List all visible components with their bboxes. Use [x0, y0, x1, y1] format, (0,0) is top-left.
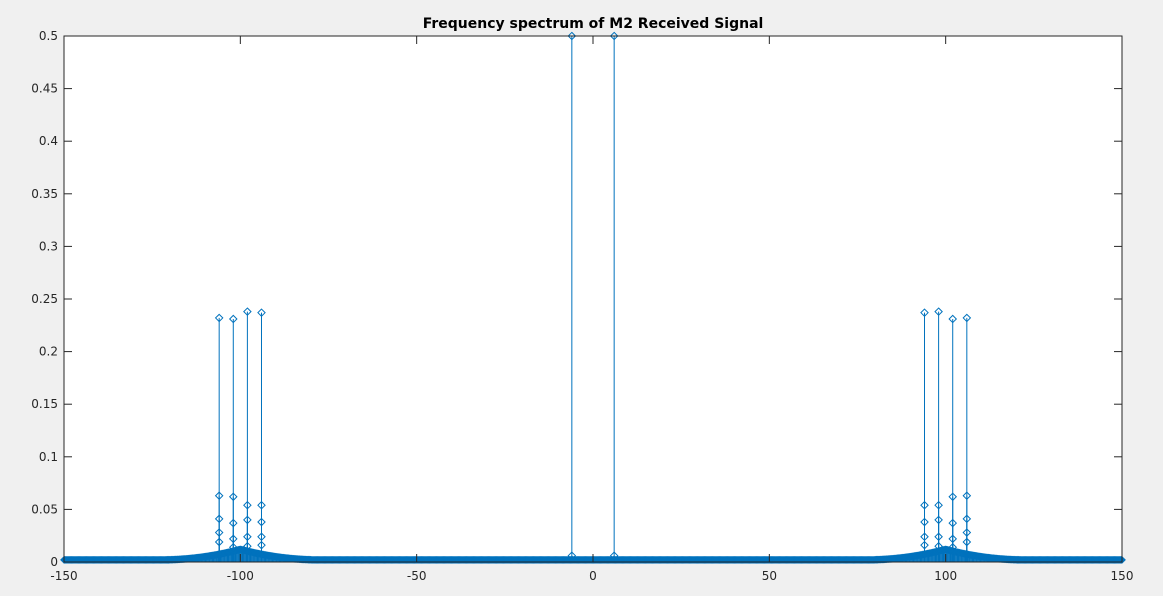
x-tick-label: 100 — [934, 569, 957, 583]
peak-marker — [962, 313, 972, 323]
noise-marker — [1117, 555, 1126, 564]
secondary-marker — [228, 492, 238, 502]
noise-marker — [1115, 555, 1124, 564]
plot-area — [60, 31, 1126, 564]
secondary-marker — [257, 532, 266, 542]
x-tick-label: 150 — [1111, 569, 1134, 583]
secondary-marker — [243, 515, 252, 525]
x-tick-label: -150 — [50, 569, 77, 583]
secondary-marker — [948, 492, 958, 502]
secondary-marker — [962, 528, 972, 537]
axes-background — [64, 36, 1122, 562]
y-tick-label: 0.4 — [39, 134, 58, 148]
peak-marker — [609, 31, 619, 41]
x-axis: -150 -100 -50 0 50 100 150 — [50, 36, 1133, 583]
peak-marker — [243, 307, 252, 316]
y-tick-label: 0.45 — [31, 82, 58, 96]
secondary-marker — [243, 532, 252, 542]
noise-marker — [1118, 555, 1126, 564]
secondary-marker — [243, 500, 252, 510]
secondary-marker — [228, 518, 238, 528]
secondary-marker — [567, 551, 577, 560]
secondary-marker — [214, 514, 224, 524]
y-tick-label: 0.15 — [31, 397, 58, 411]
x-tick-label: 0 — [589, 569, 597, 583]
chart-title: Frequency spectrum of M2 Received Signal — [423, 16, 764, 32]
y-axis: 0 0.05 0.1 0.15 0.2 0.25 0.3 0.35 0.4 0.45 0.5 — [31, 29, 1122, 569]
peak-marker — [920, 308, 929, 317]
x-tick-label: -100 — [227, 569, 254, 583]
secondary-marker — [934, 541, 943, 551]
secondary-marker — [962, 491, 972, 501]
secondary-marker — [948, 542, 958, 552]
y-tick-label: 0.1 — [39, 450, 58, 464]
peak-marker — [948, 314, 958, 324]
y-tick-label: 0.2 — [39, 345, 58, 359]
y-tick-label: 0.05 — [31, 502, 58, 516]
peak-marker — [257, 308, 266, 317]
secondary-marker — [920, 500, 929, 510]
y-tick-label: 0.5 — [39, 29, 58, 43]
secondary-marker — [948, 518, 958, 528]
secondary-marker — [214, 537, 224, 547]
y-tick-label: 0.25 — [31, 292, 58, 306]
markers-layer — [60, 31, 1126, 564]
secondary-marker — [214, 528, 224, 537]
secondary-marker — [934, 515, 943, 525]
peak-marker — [214, 313, 224, 323]
peak-marker — [934, 307, 943, 316]
secondary-marker — [609, 551, 619, 560]
secondary-marker — [228, 534, 238, 544]
secondary-marker — [920, 532, 929, 542]
y-tick-label: 0 — [50, 555, 58, 569]
secondary-marker — [962, 514, 972, 524]
secondary-marker — [962, 537, 972, 547]
y-tick-label: 0.3 — [39, 239, 58, 253]
secondary-marker — [948, 534, 958, 544]
secondary-marker — [243, 541, 252, 551]
secondary-marker — [257, 540, 266, 550]
secondary-marker — [214, 491, 224, 501]
secondary-marker — [920, 540, 929, 550]
secondary-marker — [934, 500, 943, 510]
x-tick-label: -50 — [407, 569, 427, 583]
y-tick-label: 0.35 — [31, 187, 58, 201]
peak-marker — [567, 31, 577, 41]
secondary-marker — [934, 532, 943, 542]
secondary-marker — [920, 517, 929, 527]
x-tick-label: 50 — [762, 569, 777, 583]
noise-marker — [1114, 555, 1123, 564]
secondary-marker — [257, 517, 266, 527]
secondary-marker — [228, 542, 238, 552]
peak-marker — [228, 314, 238, 324]
secondary-marker — [257, 500, 266, 510]
